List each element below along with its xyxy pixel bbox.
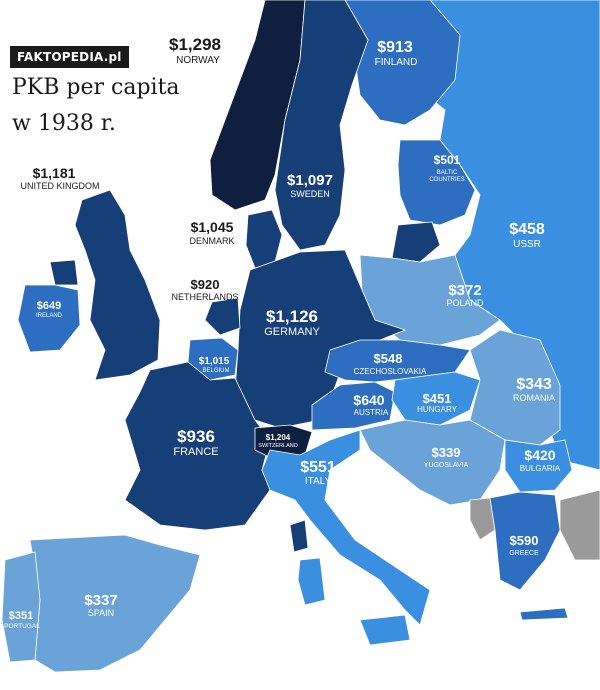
yugoslavia-name: YUGOSLAVIA bbox=[424, 462, 469, 469]
france-name: FRANCE bbox=[173, 446, 218, 458]
belgium-name: BELGIUM bbox=[202, 368, 229, 374]
portugal-region bbox=[1, 551, 41, 663]
ireland-value: $649 bbox=[37, 300, 61, 312]
page-title: PKB per capita w 1938 r. bbox=[12, 70, 180, 142]
east-prussia-region bbox=[391, 221, 441, 263]
title-line-2: w 1938 r. bbox=[12, 111, 116, 136]
no-data-region-turkey bbox=[559, 489, 600, 561]
czechoslovakia-value: $548 bbox=[374, 351, 403, 366]
crete-island bbox=[519, 607, 569, 621]
italy-value: $551 bbox=[300, 459, 336, 476]
netherlands-value: $920 bbox=[191, 277, 220, 292]
hungary-value: $451 bbox=[423, 391, 452, 406]
baltic-value: $501 bbox=[434, 153, 461, 167]
denmark-value: $1,045 bbox=[191, 219, 234, 235]
uk-value: $1,181 bbox=[33, 165, 76, 181]
czechoslovakia-name: CZECHOSLOVAKIA bbox=[354, 367, 427, 376]
finland-value: $913 bbox=[377, 39, 413, 56]
ireland-region bbox=[17, 284, 81, 353]
finland-name: FINLAND bbox=[375, 57, 418, 68]
belgium-value: $1,015 bbox=[199, 356, 230, 367]
uk-name: UNITED KINGDOM bbox=[20, 181, 99, 191]
spain-name: SPAIN bbox=[88, 608, 114, 618]
greece-value: $590 bbox=[510, 533, 539, 548]
romania-name: ROMANIA bbox=[513, 393, 555, 403]
france-region bbox=[124, 361, 271, 531]
sweden-value: $1,097 bbox=[287, 172, 333, 189]
italy-region bbox=[261, 429, 431, 626]
bulgaria-region bbox=[504, 439, 573, 493]
austria-name: AUSTRIA bbox=[354, 408, 389, 417]
portugal-name: PORTUGAL bbox=[4, 623, 40, 630]
corsica-island bbox=[289, 519, 309, 553]
netherlands-region bbox=[204, 297, 241, 336]
norway-value: $1,298 bbox=[169, 35, 221, 54]
baltic-region bbox=[397, 139, 476, 226]
romania-value: $343 bbox=[516, 376, 552, 393]
ireland-name: IRELAND bbox=[36, 313, 63, 319]
austria-value: $640 bbox=[353, 392, 384, 408]
france-value: $936 bbox=[177, 427, 215, 446]
yugoslavia-region bbox=[359, 419, 506, 506]
switzerland-name: SWITZERLAND bbox=[258, 443, 297, 449]
ussr-name: USSR bbox=[513, 239, 541, 250]
uk-region bbox=[74, 189, 161, 381]
poland-value: $372 bbox=[448, 282, 481, 299]
poland-name: POLAND bbox=[446, 298, 484, 308]
austria-region bbox=[311, 381, 396, 431]
ussr-value: $458 bbox=[509, 221, 545, 238]
no-data-region-albania bbox=[469, 497, 496, 541]
greece-name: GREECE bbox=[509, 550, 539, 557]
hungary-name: HUNGARY bbox=[417, 405, 458, 414]
bulgaria-value: $420 bbox=[524, 447, 555, 463]
baltic-name-line2: COUNTRIES bbox=[429, 177, 464, 183]
bulgaria-name: BULGARIA bbox=[520, 464, 561, 473]
norway-name: NORWAY bbox=[176, 55, 220, 66]
brand-logo: FAKTOPEDIA.pl bbox=[10, 46, 129, 68]
sweden-name: SWEDEN bbox=[290, 189, 330, 199]
yugoslavia-value: $339 bbox=[432, 445, 461, 460]
greece-region bbox=[489, 491, 561, 591]
portugal-value: $351 bbox=[9, 610, 33, 622]
denmark-name: DENMARK bbox=[189, 236, 234, 246]
switzerland-value: $1,204 bbox=[266, 433, 291, 442]
baltic-name-line1: BALTIC bbox=[437, 170, 458, 176]
northern-ireland-region bbox=[49, 259, 79, 286]
italy-name: ITALY bbox=[305, 476, 332, 487]
spain-value: $337 bbox=[84, 592, 117, 609]
hungary-region bbox=[391, 371, 481, 426]
sweden-region bbox=[274, 0, 369, 251]
germany-value: $1,126 bbox=[266, 307, 318, 326]
germany-region bbox=[234, 249, 407, 429]
sardinia-island bbox=[297, 557, 326, 606]
germany-name: GERMANY bbox=[264, 326, 320, 338]
romania-region bbox=[469, 329, 561, 446]
netherlands-name: NETHERLANDS bbox=[171, 292, 238, 302]
sicily-island bbox=[359, 614, 411, 646]
title-line-1: PKB per capita bbox=[12, 75, 180, 100]
